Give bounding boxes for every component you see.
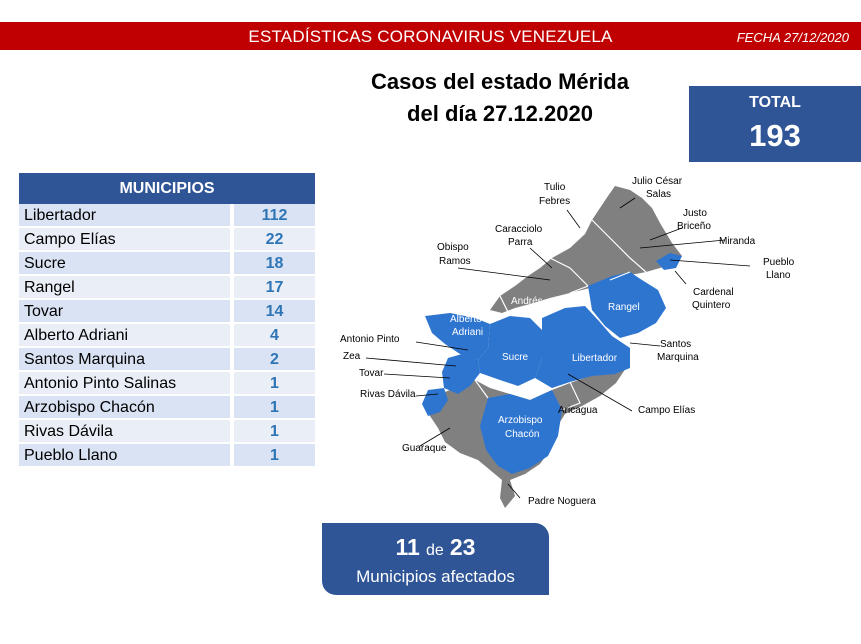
municipios-table: MUNICIPIOS Libertador 112 Campo Elías 22 S… bbox=[19, 173, 315, 468]
municipio-name: Santos Marquina bbox=[19, 348, 230, 372]
label-alberto-adriani: Alberto bbox=[450, 314, 482, 325]
merida-map: Julio César Salas Tulio Febres Justo Bri… bbox=[340, 176, 795, 508]
municipio-cases: 1 bbox=[234, 396, 315, 420]
header-bar: ESTADÍSTICAS CORONAVIRUS VENEZUELA FECHA… bbox=[0, 22, 861, 50]
label-alberto-adriani-2: Adriani bbox=[452, 327, 483, 338]
label-obispo-ramos-2: Ramos bbox=[439, 256, 471, 267]
label-campo-elias: Campo Elías bbox=[638, 405, 695, 416]
label-cardenal-quintero: Cardenal bbox=[693, 287, 734, 298]
label-tovar: Tovar bbox=[359, 368, 384, 379]
affected-label: Municipios afectados bbox=[356, 567, 515, 586]
label-caracciolo-parra: Caracciolo bbox=[495, 224, 543, 235]
map-region-libertador bbox=[535, 306, 630, 388]
map-region-rangel bbox=[588, 272, 666, 338]
map-borders bbox=[474, 219, 647, 411]
table-rows: Libertador 112 Campo Elías 22 Sucre 18 Rang… bbox=[19, 204, 315, 468]
label-obispo-ramos: Obispo bbox=[437, 242, 469, 253]
label-tulio-febres-2: Febres bbox=[539, 196, 570, 207]
municipio-name: Antonio Pinto Salinas bbox=[19, 372, 230, 396]
table-row: Sucre 18 bbox=[19, 252, 315, 276]
label-aricagua: Aricagua bbox=[558, 405, 598, 416]
table-row: Pueblo Llano 1 bbox=[19, 444, 315, 468]
label-andres-bello: Andrés bbox=[511, 296, 543, 307]
table-header: MUNICIPIOS bbox=[19, 173, 315, 204]
municipio-cases: 1 bbox=[234, 444, 315, 468]
municipio-cases: 4 bbox=[234, 324, 315, 348]
page-title-line2: del día 27.12.2020 bbox=[407, 101, 593, 126]
table-row: Rivas Dávila 1 bbox=[19, 420, 315, 444]
municipio-name: Pueblo Llano bbox=[19, 444, 230, 468]
affected-total: 23 bbox=[449, 534, 476, 560]
label-caracciolo-parra-2: Parra bbox=[508, 237, 533, 248]
page-title: Casos del estado Mérida del día 27.12.20… bbox=[300, 66, 700, 130]
total-value: 193 bbox=[749, 118, 801, 153]
municipio-name: Rivas Dávila bbox=[19, 420, 230, 444]
label-zea: Zea bbox=[343, 351, 361, 362]
affected-count-line: 11 de 23 bbox=[322, 534, 549, 561]
label-sucre: Sucre bbox=[502, 352, 529, 363]
label-santos-marquina-2: Marquina bbox=[657, 352, 699, 363]
municipio-cases: 18 bbox=[234, 252, 315, 276]
page-title-line1: Casos del estado Mérida bbox=[371, 69, 629, 94]
label-julio-cesar-salas: Julio César bbox=[632, 176, 683, 187]
label-rivas-davila: Rivas Dávila bbox=[360, 389, 416, 400]
municipio-name: Alberto Adriani bbox=[19, 324, 230, 348]
label-padre-noguera: Padre Noguera bbox=[528, 496, 596, 507]
label-julio-cesar-salas-2: Salas bbox=[646, 189, 671, 200]
label-guaraque: Guaraque bbox=[402, 443, 447, 454]
map-region-tovar bbox=[442, 354, 480, 394]
municipio-name: Sucre bbox=[19, 252, 230, 276]
map-region-arzobispo-chacon bbox=[480, 390, 562, 474]
municipio-cases: 17 bbox=[234, 276, 315, 300]
total-box: TOTAL 193 bbox=[689, 86, 861, 162]
municipio-name: Tovar bbox=[19, 300, 230, 324]
label-arzobispo-chacon-2: Chacón bbox=[505, 429, 539, 440]
municipio-cases: 1 bbox=[234, 420, 315, 444]
municipio-name: Arzobispo Chacón bbox=[19, 396, 230, 420]
table-row: Tovar 14 bbox=[19, 300, 315, 324]
table-row: Rangel 17 bbox=[19, 276, 315, 300]
map-region-pueblo-llano bbox=[656, 253, 682, 270]
map-region-sucre bbox=[478, 316, 542, 386]
label-santos-marquina: Santos bbox=[660, 339, 691, 350]
map-region-north bbox=[490, 186, 682, 313]
affected-count: 11 bbox=[395, 534, 420, 560]
header-title: ESTADÍSTICAS CORONAVIRUS VENEZUELA bbox=[248, 27, 613, 46]
label-antonio-pinto: Antonio Pinto bbox=[340, 334, 400, 345]
municipio-name: Libertador bbox=[19, 204, 230, 228]
label-tulio-febres: Tulio bbox=[544, 182, 566, 193]
municipio-cases: 22 bbox=[234, 228, 315, 252]
municipio-name: Rangel bbox=[19, 276, 230, 300]
table-row: Antonio Pinto Salinas 1 bbox=[19, 372, 315, 396]
affected-box: 11 de 23 Municipios afectados bbox=[322, 523, 549, 595]
table-row: Santos Marquina 2 bbox=[19, 348, 315, 372]
label-justo-briceno: Justo bbox=[683, 208, 707, 219]
label-pueblo-llano-2: Llano bbox=[766, 270, 791, 281]
table-row: Alberto Adriani 4 bbox=[19, 324, 315, 348]
header-date: FECHA 27/12/2020 bbox=[736, 30, 849, 45]
label-andres-bello-2: Bello bbox=[515, 307, 538, 318]
map-labels: Julio César Salas Tulio Febres Justo Bri… bbox=[340, 176, 795, 507]
table-row: Arzobispo Chacón 1 bbox=[19, 396, 315, 420]
table-row: Campo Elías 22 bbox=[19, 228, 315, 252]
label-arzobispo-chacon: Arzobispo bbox=[498, 415, 543, 426]
label-rangel: Rangel bbox=[608, 302, 640, 313]
municipio-cases: 14 bbox=[234, 300, 315, 324]
municipio-cases: 112 bbox=[234, 204, 315, 228]
municipio-name: Campo Elías bbox=[19, 228, 230, 252]
affected-connector: de bbox=[425, 542, 444, 559]
total-label: TOTAL bbox=[749, 94, 801, 111]
municipio-cases: 2 bbox=[234, 348, 315, 372]
table-row: Libertador 112 bbox=[19, 204, 315, 228]
label-libertador: Libertador bbox=[572, 353, 618, 364]
label-cardenal-quintero-2: Quintero bbox=[692, 300, 731, 311]
map-region-alberto-adriani bbox=[425, 313, 490, 360]
label-pueblo-llano: Pueblo bbox=[763, 257, 795, 268]
map-leader-lines bbox=[365, 197, 751, 499]
label-justo-briceno-2: Briceño bbox=[677, 221, 711, 232]
municipio-cases: 1 bbox=[234, 372, 315, 396]
label-miranda: Miranda bbox=[719, 236, 756, 247]
